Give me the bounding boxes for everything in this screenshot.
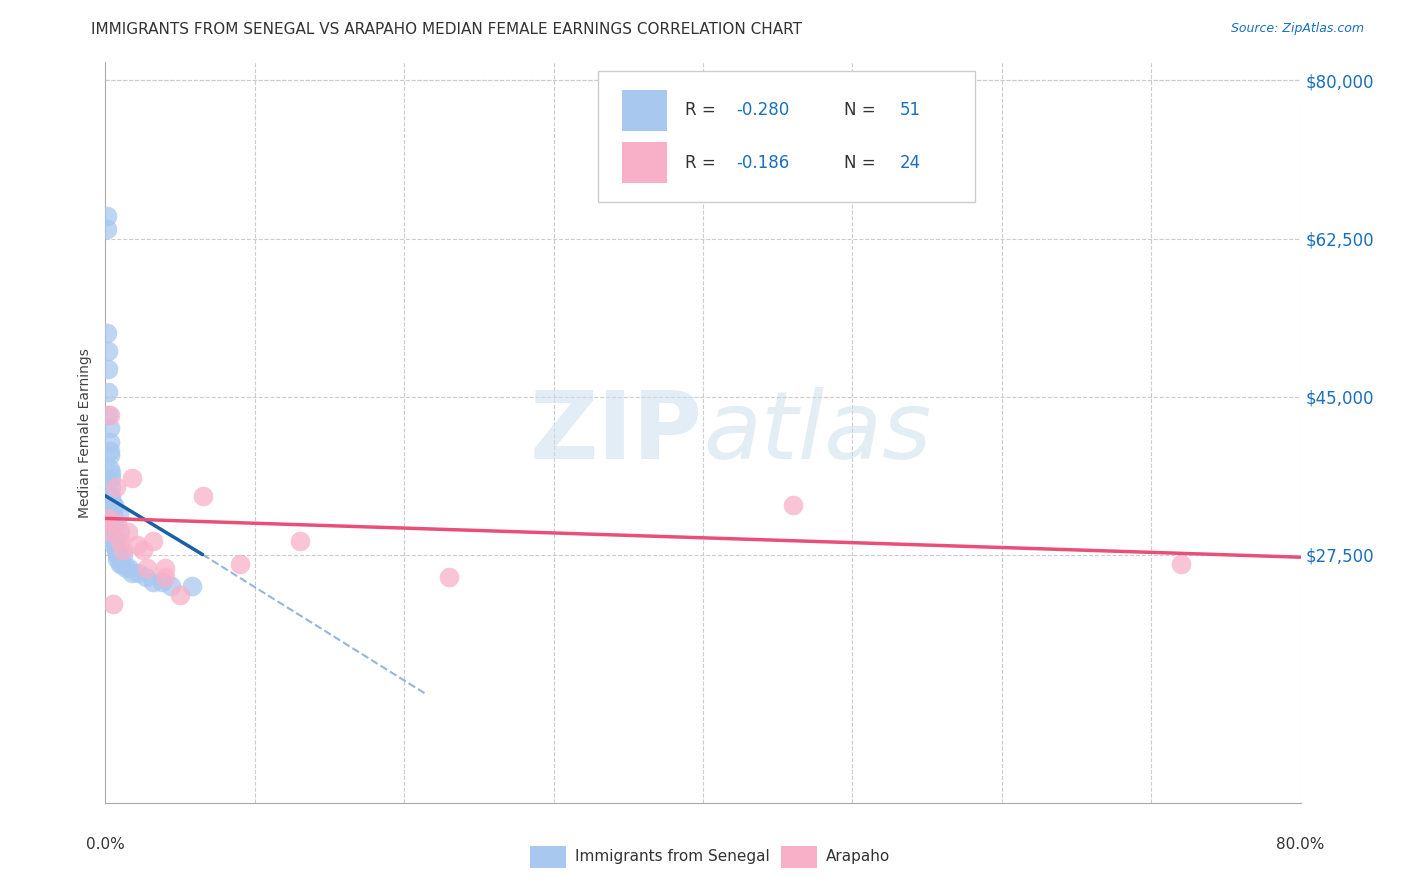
Point <box>104 543 127 558</box>
Point <box>155 570 177 584</box>
Text: 80.0%: 80.0% <box>1277 837 1324 852</box>
Point <box>97 362 120 376</box>
Point <box>101 507 124 521</box>
Point <box>108 548 131 562</box>
Point <box>97 511 120 525</box>
Point <box>98 421 121 435</box>
Point <box>97 344 120 359</box>
Point <box>98 461 121 475</box>
Point <box>107 543 129 558</box>
Text: N =: N = <box>844 102 882 120</box>
Point <box>96 326 118 341</box>
Point <box>98 434 121 449</box>
Point <box>1170 557 1192 571</box>
Text: ZIP: ZIP <box>530 386 703 479</box>
Point <box>107 552 129 566</box>
Point <box>103 529 125 543</box>
Text: R =: R = <box>685 153 721 171</box>
Point <box>104 539 127 553</box>
Point <box>112 543 135 558</box>
Point <box>142 533 165 548</box>
Point <box>101 520 124 534</box>
Point <box>782 498 804 512</box>
Text: IMMIGRANTS FROM SENEGAL VS ARAPAHO MEDIAN FEMALE EARNINGS CORRELATION CHART: IMMIGRANTS FROM SENEGAL VS ARAPAHO MEDIA… <box>91 22 803 37</box>
Point <box>437 570 460 584</box>
Point <box>97 384 120 399</box>
Text: atlas: atlas <box>703 387 931 478</box>
Point <box>125 539 148 553</box>
Text: Immigrants from Senegal: Immigrants from Senegal <box>575 849 770 864</box>
Point <box>127 566 149 580</box>
Point <box>96 209 118 223</box>
Point <box>191 489 214 503</box>
Text: 0.0%: 0.0% <box>86 837 125 852</box>
Point <box>98 448 121 462</box>
Text: -0.186: -0.186 <box>737 153 790 171</box>
Point <box>135 570 157 584</box>
FancyBboxPatch shape <box>598 71 976 202</box>
Point <box>112 548 135 562</box>
Point <box>136 561 159 575</box>
Point <box>155 561 177 575</box>
Point <box>100 489 122 503</box>
Point <box>110 524 132 539</box>
Point <box>118 561 141 575</box>
Point <box>100 467 122 481</box>
Point <box>108 507 131 521</box>
Point <box>100 524 122 539</box>
Text: Arapaho: Arapaho <box>827 849 890 864</box>
Point <box>117 524 139 539</box>
Point <box>121 566 143 580</box>
Point <box>110 552 132 566</box>
Point <box>142 574 165 589</box>
Point <box>132 543 155 558</box>
Point <box>288 533 311 548</box>
Point <box>229 557 252 571</box>
Point <box>100 480 122 494</box>
FancyBboxPatch shape <box>530 846 565 868</box>
Point <box>169 588 191 602</box>
Point <box>107 548 129 562</box>
Point <box>107 516 129 530</box>
Point <box>104 533 127 548</box>
Y-axis label: Median Female Earnings: Median Female Earnings <box>79 348 93 517</box>
Point <box>103 533 125 548</box>
Point <box>103 539 125 553</box>
Point <box>96 222 118 236</box>
Point <box>181 579 204 593</box>
FancyBboxPatch shape <box>780 846 817 868</box>
Text: R =: R = <box>685 102 721 120</box>
Text: N =: N = <box>844 153 882 171</box>
Text: -0.280: -0.280 <box>737 102 790 120</box>
Point <box>121 471 143 485</box>
FancyBboxPatch shape <box>621 142 666 183</box>
Point <box>101 597 124 611</box>
Point <box>101 516 124 530</box>
Text: Source: ZipAtlas.com: Source: ZipAtlas.com <box>1230 22 1364 36</box>
Point <box>100 493 122 508</box>
FancyBboxPatch shape <box>621 90 666 131</box>
Point <box>104 543 127 558</box>
Text: 24: 24 <box>900 153 921 171</box>
Point <box>115 561 138 575</box>
Point <box>103 498 125 512</box>
Point <box>101 511 124 525</box>
Point <box>101 524 124 539</box>
Point <box>97 408 120 422</box>
Point <box>101 498 124 512</box>
Point <box>101 502 124 516</box>
Point <box>100 471 122 485</box>
Point <box>96 516 118 530</box>
Point <box>98 408 121 422</box>
Point <box>98 443 121 458</box>
Point <box>111 557 134 571</box>
Point <box>150 574 173 589</box>
Point <box>160 579 183 593</box>
Point <box>104 480 127 494</box>
Point <box>110 533 132 548</box>
Point <box>110 557 132 571</box>
Text: 51: 51 <box>900 102 921 120</box>
